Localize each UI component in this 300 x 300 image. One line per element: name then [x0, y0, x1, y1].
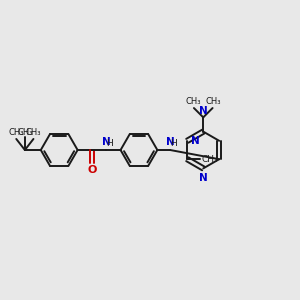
Text: N: N — [199, 173, 208, 183]
Text: O: O — [88, 165, 97, 175]
Text: H: H — [170, 139, 177, 148]
Text: CH₃: CH₃ — [201, 155, 218, 164]
Text: CH₃: CH₃ — [26, 128, 41, 137]
Text: CH₃: CH₃ — [185, 97, 201, 106]
Text: CH₃: CH₃ — [17, 128, 33, 137]
Text: N: N — [166, 136, 175, 147]
Text: CH₃: CH₃ — [8, 128, 24, 137]
Text: N: N — [102, 136, 110, 147]
Text: N: N — [199, 106, 208, 116]
Text: CH₃: CH₃ — [206, 97, 221, 106]
Text: H: H — [106, 139, 112, 148]
Text: N: N — [191, 136, 200, 146]
